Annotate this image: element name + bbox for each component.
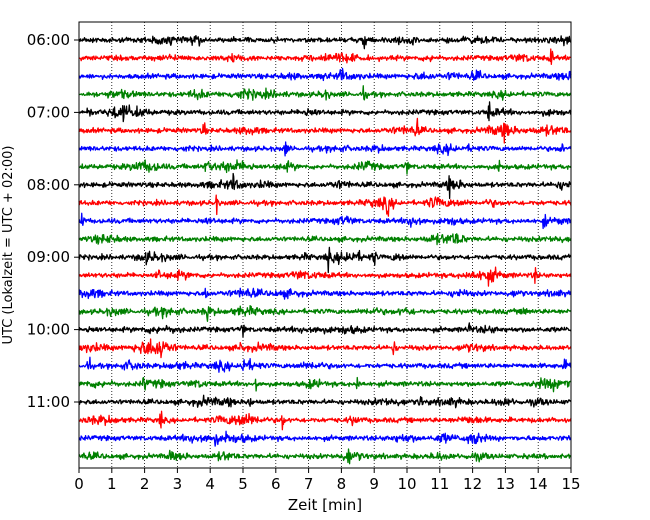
vertical-grid	[111, 22, 539, 468]
x-tick-label: 15	[561, 475, 580, 493]
trace-1000	[78, 322, 572, 338]
seismogram-traces	[78, 35, 572, 465]
x-tick-label: 13	[496, 475, 515, 493]
trace-0915	[78, 266, 572, 287]
trace-0745	[78, 159, 572, 175]
trace-0945	[78, 305, 572, 322]
trace-1100	[78, 394, 572, 409]
trace-0815	[78, 194, 572, 217]
trace-1030	[78, 356, 572, 373]
x-tick-label: 10	[397, 475, 416, 493]
y-tick-label: 07:00	[27, 103, 70, 121]
x-tick-label: 6	[271, 475, 281, 493]
trace-1115	[78, 410, 572, 431]
trace-1045	[78, 376, 572, 393]
x-tick-label: 4	[205, 475, 215, 493]
y-tick-label: 06:00	[27, 31, 70, 49]
x-tick-label: 2	[140, 475, 150, 493]
x-tick-label: 0	[74, 475, 84, 493]
x-axis-ticks: 0 1 2 3 4 5 6 7 8 9 10 11 12 13 14 15	[74, 468, 581, 493]
y-axis-label: UTC (Lokalzeit = UTC + 02:00)	[1, 146, 16, 345]
trace-0715	[78, 117, 572, 144]
trace-0600	[78, 35, 572, 50]
y-tick-label: 11:00	[27, 393, 70, 411]
plot-frame	[78, 21, 572, 469]
trace-0800	[78, 172, 572, 200]
y-tick-label: 09:00	[27, 248, 70, 266]
y-tick-label: 08:00	[27, 176, 70, 194]
y-axis-ticks: 06:00 07:00 08:00 09:00 10:00 11:00	[27, 31, 79, 411]
x-axis-label: Zeit [min]	[288, 496, 362, 514]
x-tick-label: 7	[304, 475, 314, 493]
x-tick-label: 8	[337, 475, 347, 493]
x-tick-label: 12	[463, 475, 482, 493]
trace-0700	[78, 101, 572, 123]
trace-1145	[78, 448, 572, 465]
y-tick-label: 10:00	[27, 321, 70, 339]
trace-0630	[78, 67, 572, 82]
x-tick-label: 11	[430, 475, 449, 493]
trace-0900	[78, 246, 572, 274]
x-tick-label: 1	[107, 475, 117, 493]
trace-0615	[78, 48, 572, 66]
trace-0930	[78, 287, 572, 300]
trace-0730	[78, 141, 572, 157]
x-tick-label: 9	[369, 475, 379, 493]
trace-1130	[78, 430, 572, 447]
trace-0830	[78, 212, 572, 230]
trace-0645	[78, 85, 572, 101]
x-tick-label: 14	[529, 475, 548, 493]
trace-1015	[78, 338, 572, 359]
trace-0845	[78, 233, 572, 246]
x-tick-label: 3	[173, 475, 183, 493]
x-tick-label: 5	[238, 475, 248, 493]
